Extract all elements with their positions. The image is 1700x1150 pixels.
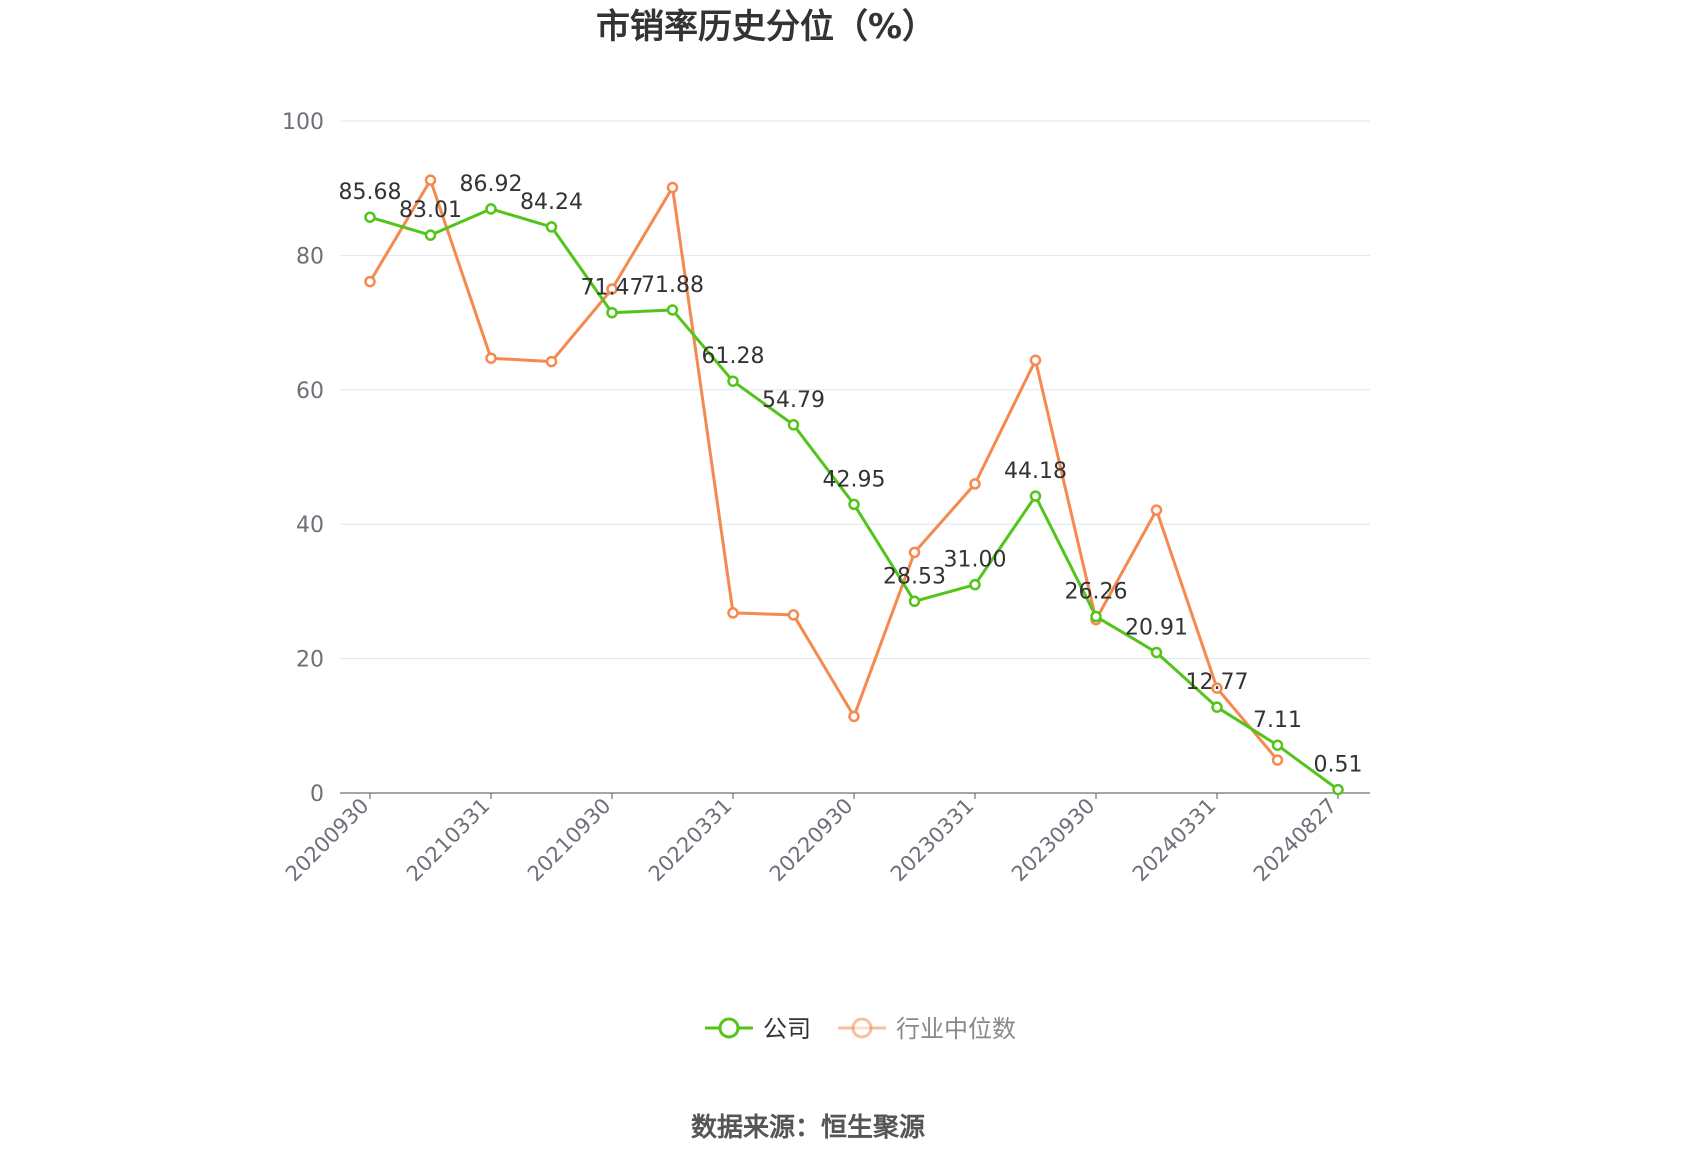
data-point <box>787 609 800 621</box>
data-label: 85.68 <box>339 180 402 205</box>
data-label: 86.92 <box>460 172 523 197</box>
data-point <box>485 352 497 364</box>
y-tick-label: 0 <box>310 782 324 807</box>
data-label: 61.28 <box>702 344 765 369</box>
data-label: 84.24 <box>520 190 583 215</box>
data-point <box>1029 354 1042 366</box>
data-point <box>606 283 618 295</box>
data-point <box>424 174 437 186</box>
data-point <box>485 203 497 215</box>
data-label: 42.95 <box>823 467 886 492</box>
data-point <box>364 211 376 223</box>
data-point <box>848 710 860 723</box>
x-tick-label: 20220930 <box>765 794 858 887</box>
data-point <box>969 578 981 591</box>
grid-lines <box>340 120 1370 660</box>
data-label: 54.79 <box>762 388 825 413</box>
x-tick-label: 20230331 <box>886 794 979 887</box>
x-axis: 20200930 20210331 20210930 20220331 20220930… <box>281 792 1370 887</box>
data-point <box>1271 739 1284 751</box>
data-point <box>1332 783 1344 796</box>
y-tick-label: 40 <box>296 513 324 538</box>
data-label: 0.51 <box>1314 753 1363 778</box>
data-label: 31.00 <box>944 548 1007 573</box>
data-point <box>1150 504 1163 516</box>
x-tick-label: 20210930 <box>523 794 616 887</box>
data-label: 71.47 <box>581 276 644 301</box>
data-point <box>1090 610 1102 623</box>
legend-swatch-marker <box>851 1017 873 1039</box>
data-point <box>908 546 921 559</box>
legend-swatch-marker <box>718 1017 740 1039</box>
data-point <box>424 229 437 241</box>
data-point <box>666 181 679 194</box>
y-tick-label: 80 <box>296 244 324 269</box>
data-point <box>908 595 921 608</box>
data-label: 7.11 <box>1253 708 1302 733</box>
data-point <box>606 306 618 319</box>
data-label: 83.01 <box>399 198 462 223</box>
data-point <box>545 355 558 368</box>
series-1 <box>364 174 1284 766</box>
x-tick-label: 20240827 <box>1249 794 1342 887</box>
data-point <box>787 419 800 431</box>
data-point <box>969 478 981 490</box>
data-point <box>364 275 376 288</box>
data-label: 28.53 <box>883 564 946 589</box>
series-line <box>368 178 1279 762</box>
data-point <box>545 221 558 233</box>
legend-label: 公司 <box>763 1015 811 1043</box>
data-point <box>1211 682 1223 694</box>
chart-title: 市销率历史分位（%） <box>596 7 936 47</box>
data-point <box>1150 646 1163 659</box>
source-note: 数据来源：恒生聚源 <box>691 1113 925 1143</box>
legend-label: 行业中位数 <box>896 1015 1016 1043</box>
legend-item-1[interactable]: 行业中位数 <box>838 1015 1016 1043</box>
data-point <box>727 607 739 619</box>
x-tick-label: 20240331 <box>1128 794 1221 887</box>
legend[interactable]: 公司 行业中位数 <box>705 1015 1016 1043</box>
series-0 <box>364 203 1344 796</box>
x-tick-label: 20220331 <box>644 794 737 887</box>
data-label: 20.91 <box>1125 615 1188 640</box>
y-tick-label: 100 <box>282 110 324 135</box>
data-point <box>666 304 679 316</box>
y-axis: 0 20 40 60 80 100 <box>282 110 324 807</box>
data-point <box>1029 490 1042 502</box>
data-label: 26.26 <box>1065 580 1128 605</box>
data-label: 44.18 <box>1004 459 1067 484</box>
y-tick-label: 60 <box>296 379 324 404</box>
data-point <box>1271 754 1284 766</box>
y-tick-label: 20 <box>296 648 324 673</box>
data-point <box>727 375 739 387</box>
legend-item-0[interactable]: 公司 <box>705 1015 811 1043</box>
x-tick-label: 20230930 <box>1007 794 1100 887</box>
series-layer <box>364 174 1344 796</box>
x-tick-label: 20200930 <box>281 794 374 887</box>
data-point <box>848 498 860 511</box>
x-tick-label: 20210331 <box>402 794 495 887</box>
data-label: 12.77 <box>1186 670 1249 695</box>
data-label: 71.88 <box>641 273 704 298</box>
data-point <box>1211 701 1223 713</box>
